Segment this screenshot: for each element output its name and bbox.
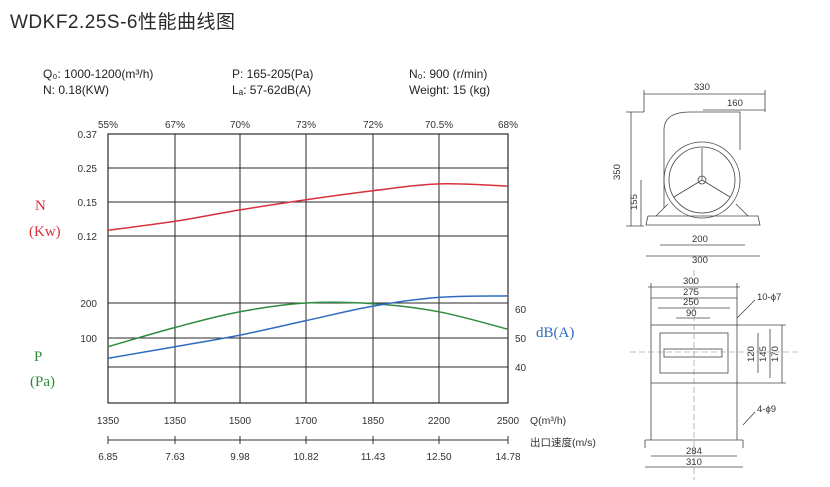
x-axis-title: Q(m³/h) [530, 415, 566, 427]
dim-label: 350 [612, 164, 623, 180]
pressure-tick-label: 200 [80, 299, 97, 310]
dim-label: 170 [770, 346, 781, 362]
dim-note: 10-ϕ7 [757, 292, 781, 303]
efficiency-label: 67% [165, 120, 185, 131]
efficiency-label: 70% [230, 120, 250, 131]
efficiency-label: 70.5% [425, 120, 453, 131]
power-tick-label: 0.15 [78, 198, 98, 209]
dim-label: 155 [629, 194, 640, 210]
fan-base-plate [645, 215, 761, 226]
outlet-slot [663, 348, 723, 358]
spec-power: N: 0.18(KW) [43, 83, 110, 97]
dim-label: 284 [686, 446, 702, 457]
power-axis-title: N [35, 198, 46, 214]
dim-label: 330 [694, 82, 710, 93]
dim-note: 4-ϕ9 [757, 404, 776, 415]
velocity-tick-label: 7.63 [165, 452, 185, 463]
velocity-tick-label: 12.50 [426, 452, 451, 463]
pressure-axis-title: P [34, 349, 42, 365]
power-axis-unit: (Kw) [29, 224, 61, 240]
noise-tick-label: 40 [515, 363, 527, 374]
dim-label: 300 [683, 276, 699, 287]
dim-label: 250 [683, 297, 699, 308]
velocity-tick-label: 14.78 [495, 452, 520, 463]
fan-spoke [701, 179, 731, 198]
velocity-tick-label: 9.98 [230, 452, 250, 463]
x-tick-label: 1700 [295, 416, 318, 427]
series-line-noise [107, 295, 509, 360]
spec-pressure: P: 165-205(Pa) [232, 67, 314, 81]
efficiency-label: 73% [296, 120, 316, 131]
velocity-axis-title: 出口速度(m/s) [530, 436, 596, 449]
x-tick-label: 2200 [428, 416, 451, 427]
spec-noise: Lₐ: 57-62dB(A) [232, 83, 312, 97]
dim-label: 145 [758, 346, 769, 362]
dim-label: 160 [727, 98, 743, 109]
x-tick-label: 1350 [97, 416, 120, 427]
dim-label: 120 [746, 346, 757, 362]
dim-label: 275 [683, 287, 699, 298]
leader-line [742, 411, 756, 426]
power-tick-label: 0.12 [78, 232, 98, 243]
pressure-axis-unit: (Pa) [30, 374, 55, 390]
velocity-tick-label: 10.82 [293, 452, 318, 463]
fan-impeller-ring [668, 146, 736, 214]
power-tick-label: 0.25 [78, 164, 98, 175]
fan-leg [735, 203, 749, 217]
spec-flow: Q₀: 1000-1200(m³/h) [43, 67, 154, 81]
pressure-tick-label: 100 [80, 334, 97, 345]
spec-speed: N₀: 900 (r/min) [409, 67, 488, 81]
noise-tick-label: 60 [515, 305, 527, 316]
fan-spoke [673, 179, 703, 198]
power-tick-label: 0.37 [78, 130, 98, 141]
efficiency-label: 72% [363, 120, 383, 131]
x-tick-label: 1350 [164, 416, 187, 427]
page-title: WDKF2.25S-6性能曲线图 [10, 12, 236, 33]
x-tick-label: 1850 [362, 416, 385, 427]
fan-scroll-outline [663, 111, 741, 208]
dim-label: 310 [686, 457, 702, 468]
dim-label: 200 [692, 234, 708, 245]
dim-label: 300 [692, 255, 708, 266]
efficiency-label: 55% [98, 120, 118, 131]
noise-axis-title: dB(A) [536, 325, 574, 341]
x-tick-label: 2500 [497, 416, 520, 427]
efficiency-label: 68% [498, 120, 518, 131]
noise-tick-label: 50 [515, 334, 527, 345]
dim-label: 90 [686, 308, 697, 319]
velocity-tick-label: 6.85 [98, 452, 118, 463]
spec-weight: Weight: 15 (kg) [409, 83, 491, 97]
series-line-power [107, 183, 509, 232]
leader-line [736, 299, 756, 319]
x-tick-label: 1500 [229, 416, 252, 427]
velocity-tick-label: 11.43 [361, 452, 386, 463]
fan-leg [655, 203, 669, 217]
series-line-pressure [107, 301, 509, 348]
